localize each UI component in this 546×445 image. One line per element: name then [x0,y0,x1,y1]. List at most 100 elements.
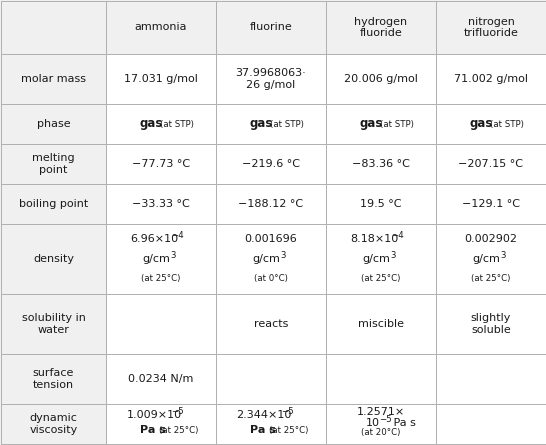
Text: g/cm: g/cm [362,254,390,264]
Text: 3: 3 [280,251,286,259]
Text: (at 25°C): (at 25°C) [361,274,401,283]
Bar [1,224,106,294]
Bar [216,104,326,144]
Bar [436,54,546,104]
Bar [1,354,106,404]
Text: 6.96×10: 6.96×10 [130,235,178,244]
Bar [326,184,436,224]
Text: −4: −4 [170,231,183,240]
Text: Pa s: Pa s [390,418,416,428]
Bar [436,294,546,354]
Bar [436,224,546,294]
Bar [106,104,216,144]
Bar [106,294,216,354]
Bar [106,144,216,184]
Bar [1,104,106,144]
Bar [106,354,216,404]
Text: −188.12 °C: −188.12 °C [239,199,304,209]
Text: solubility in
water: solubility in water [21,313,85,335]
Text: phase: phase [37,119,70,129]
Text: (at 25°C): (at 25°C) [269,425,308,434]
Text: molar mass: molar mass [21,74,86,84]
Bar [326,294,436,354]
Bar [216,54,326,104]
Text: nitrogen
trifluoride: nitrogen trifluoride [464,17,519,38]
Text: gas: gas [359,117,383,130]
Text: 0.001696: 0.001696 [245,235,298,244]
Text: −129.1 °C: −129.1 °C [462,199,520,209]
Text: fluorine: fluorine [250,23,292,32]
Text: gas: gas [250,117,272,130]
Bar [436,104,546,144]
Bar [436,404,546,444]
Text: miscible: miscible [358,319,404,329]
Bar [1,294,106,354]
Bar [1,184,106,224]
Text: (at STP): (at STP) [270,120,304,129]
Bar [436,144,546,184]
Text: ammonia: ammonia [135,23,187,32]
Bar [216,354,326,404]
Text: −5: −5 [170,407,183,416]
Text: 3: 3 [170,251,176,259]
Text: g/cm: g/cm [252,254,280,264]
Text: boiling point: boiling point [19,199,88,209]
Text: 0.0234 N/m: 0.0234 N/m [128,374,194,384]
Bar [436,354,546,404]
Bar [216,404,326,444]
Bar [216,144,326,184]
Bar [1,1,106,54]
Text: 2.344×10: 2.344×10 [236,410,292,420]
Text: dynamic
viscosity: dynamic viscosity [29,413,78,435]
Text: 37.9968063·
26 g/mol: 37.9968063· 26 g/mol [236,68,306,90]
Text: slightly
soluble: slightly soluble [471,313,511,335]
Text: (at 25°C): (at 25°C) [159,425,199,434]
Text: −207.15 °C: −207.15 °C [459,159,524,169]
Text: (at 20°C): (at 20°C) [361,428,401,437]
Text: −4: −4 [390,231,403,240]
Bar [1,54,106,104]
Bar [106,224,216,294]
Text: gas: gas [139,117,163,130]
Text: (at STP): (at STP) [490,120,524,129]
Text: density: density [33,254,74,264]
Text: 3: 3 [390,251,396,259]
Text: melting
point: melting point [32,153,75,175]
Bar [326,404,436,444]
Bar [326,354,436,404]
Bar [436,1,546,54]
Bar [436,184,546,224]
Bar [216,184,326,224]
Bar [326,144,436,184]
Text: 71.002 g/mol: 71.002 g/mol [454,74,528,84]
Text: −5: −5 [379,415,393,424]
Text: (at 25°C): (at 25°C) [471,274,511,283]
Text: 0.002902: 0.002902 [465,235,518,244]
Text: gas: gas [470,117,492,130]
Text: g/cm: g/cm [472,254,500,264]
Text: −33.33 °C: −33.33 °C [132,199,190,209]
Text: (at 25°C): (at 25°C) [141,274,181,283]
Text: (at 0°C): (at 0°C) [254,274,288,283]
Text: 19.5 °C: 19.5 °C [360,199,402,209]
Text: −219.6 °C: −219.6 °C [242,159,300,169]
Text: surface
tension: surface tension [33,368,74,390]
Bar [326,54,436,104]
Text: −83.36 °C: −83.36 °C [352,159,410,169]
Bar [216,224,326,294]
Bar [106,1,216,54]
Text: hydrogen
fluoride: hydrogen fluoride [354,17,407,38]
Bar [216,294,326,354]
Text: Pa s: Pa s [250,425,276,435]
Text: (at STP): (at STP) [160,120,194,129]
Bar [106,184,216,224]
Bar [1,404,106,444]
Text: g/cm: g/cm [142,254,170,264]
Bar [326,224,436,294]
Text: 8.18×10: 8.18×10 [350,235,398,244]
Text: 1.2571×: 1.2571× [357,407,405,417]
Bar [1,144,106,184]
Text: reacts: reacts [254,319,288,329]
Text: Pa s: Pa s [140,425,166,435]
Text: 20.006 g/mol: 20.006 g/mol [344,74,418,84]
